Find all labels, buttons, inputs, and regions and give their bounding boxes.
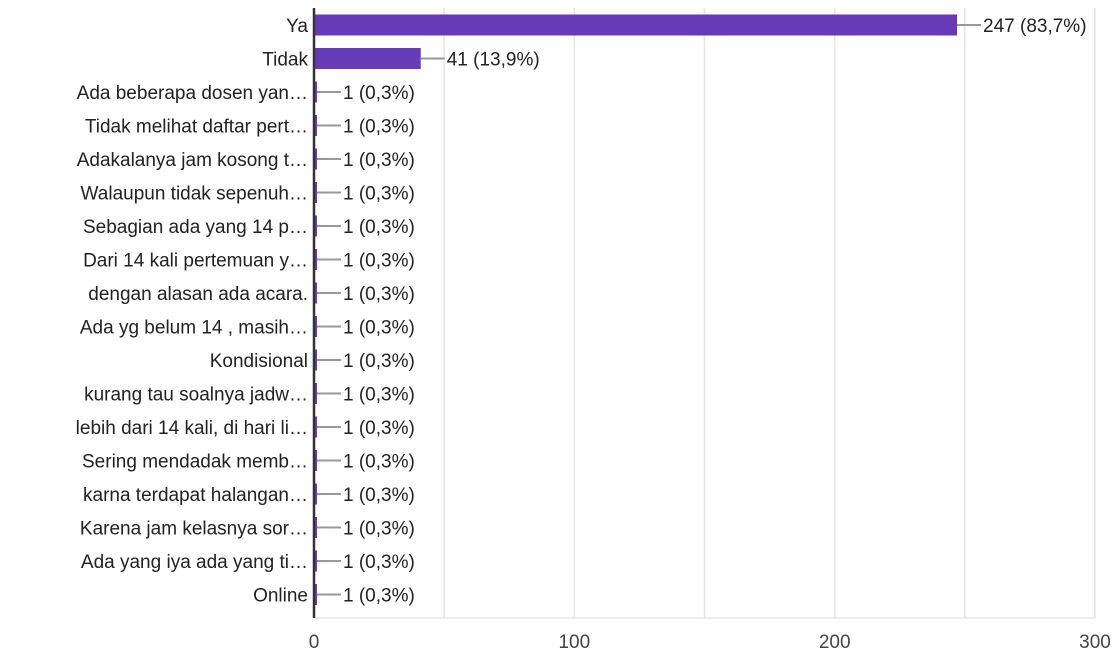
value-label: 1 (0,3%) [343, 418, 415, 439]
bar [314, 316, 317, 337]
bar [314, 48, 421, 69]
category-label: Tidak [262, 50, 308, 71]
category-label: Ada beberapa dosen yan… [77, 83, 308, 104]
bar [314, 383, 317, 404]
x-tick-label: 300 [1079, 632, 1111, 653]
category-label: Ada yg belum 14 , masih… [80, 318, 308, 339]
category-label: Kondisional [210, 351, 308, 372]
category-label: Dari 14 kali pertemuan y… [83, 251, 308, 272]
bar [314, 282, 317, 304]
bar [314, 517, 317, 538]
value-label: 1 (0,3%) [343, 284, 415, 305]
axis-layer: 0 100 200 300 [309, 8, 1111, 653]
value-label: 1 (0,3%) [343, 586, 415, 607]
bar [314, 450, 317, 471]
bar [314, 349, 317, 371]
category-label: Ada yang iya ada yang ti… [81, 552, 308, 573]
bar [314, 81, 317, 103]
category-label: Karena jam kelasnya sor… [80, 519, 308, 540]
value-label: 1 (0,3%) [343, 150, 415, 171]
category-label: karna terdapat halangan… [83, 485, 308, 506]
value-label: 1 (0,3%) [343, 552, 415, 573]
bar [314, 584, 317, 605]
category-label: Ya [286, 16, 308, 37]
value-label: 41 (13,9%) [447, 50, 540, 71]
bar [314, 182, 317, 203]
value-label: 1 (0,3%) [343, 318, 415, 339]
bar-layer [314, 14, 958, 605]
category-label: Adakalanya jam kosong t… [77, 150, 308, 171]
value-label: 1 (0,3%) [343, 83, 415, 104]
category-label: Sering mendadak memb… [82, 452, 308, 473]
bar [314, 550, 317, 572]
category-label: kurang tau soalnya jadw… [84, 385, 308, 406]
bar [314, 249, 317, 270]
category-label: lebih dari 14 kali, di hari li… [76, 418, 308, 439]
grid-layer [314, 8, 1096, 619]
category-label: Tidak melihat daftar pert… [85, 117, 308, 138]
category-label: Sebagian ada yang 14 p… [83, 217, 308, 238]
value-label: 1 (0,3%) [343, 485, 415, 506]
category-label: Walaupun tidak sepenuh… [81, 184, 308, 205]
value-label: 247 (83,7%) [983, 16, 1087, 37]
bar [314, 14, 958, 36]
bar [314, 148, 317, 170]
bar [314, 483, 317, 505]
value-label: 1 (0,3%) [343, 184, 415, 205]
x-tick-label: 100 [558, 632, 590, 653]
value-label: 1 (0,3%) [343, 351, 415, 372]
bar [314, 416, 317, 438]
category-label: Online [253, 586, 308, 607]
value-label: 1 (0,3%) [343, 385, 415, 406]
x-tick-label: 200 [819, 632, 851, 653]
category-label: dengan alasan ada acara. [88, 284, 308, 305]
bar [314, 115, 317, 136]
value-label: 1 (0,3%) [343, 117, 415, 138]
value-label: 1 (0,3%) [343, 251, 415, 272]
value-label: 1 (0,3%) [343, 217, 415, 238]
value-label: 1 (0,3%) [343, 519, 415, 540]
value-label: 1 (0,3%) [343, 452, 415, 473]
x-tick-label: 0 [309, 632, 320, 653]
label-layer: Ya 247 (83,7%) Tidak 41 (13,9%) Ada beberapa… [76, 16, 1087, 607]
bar [314, 215, 317, 237]
